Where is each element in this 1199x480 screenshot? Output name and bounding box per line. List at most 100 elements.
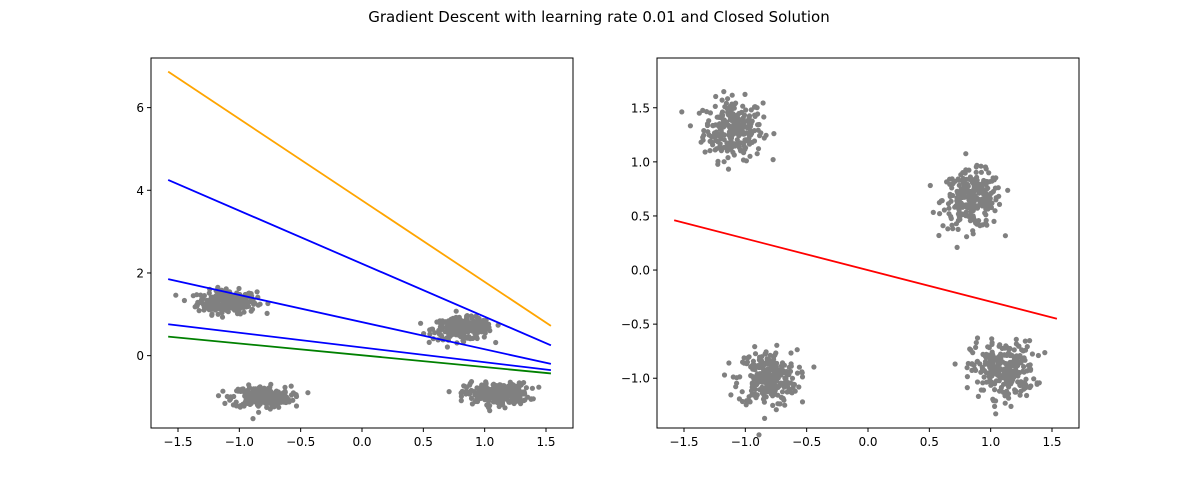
scatter-point xyxy=(729,92,735,98)
scatter-point xyxy=(440,320,446,326)
scatter-point xyxy=(783,377,789,383)
scatter-point xyxy=(767,388,773,394)
scatter-point xyxy=(973,169,979,175)
scatter-point xyxy=(730,141,737,147)
scatter-point xyxy=(514,391,520,397)
scatter-point xyxy=(731,105,737,111)
scatter-point xyxy=(256,398,262,404)
figure-suptitle: Gradient Descent with learning rate 0.01… xyxy=(368,8,829,26)
y-tick-label: 4 xyxy=(136,184,144,198)
left-chart-panel: −1.5 −1.0 −0.5 0.0 0.5 1.0 1.5 0 2 4 6 xyxy=(136,57,574,449)
scatter-point xyxy=(201,293,207,299)
scatter-point xyxy=(1020,368,1026,374)
scatter-point xyxy=(779,360,786,366)
scatter-point xyxy=(721,89,727,95)
scatter-point xyxy=(739,109,745,115)
scatter-point xyxy=(775,384,781,390)
scatter-point xyxy=(996,361,1002,367)
scatter-point xyxy=(972,195,978,201)
left-fit-line-3 xyxy=(168,323,552,372)
scatter-point xyxy=(950,226,956,232)
scatter-point xyxy=(1042,350,1048,356)
scatter-point xyxy=(960,175,966,182)
scatter-point xyxy=(958,172,964,178)
y-tick-label: 1.5 xyxy=(631,101,650,115)
scatter-point xyxy=(1002,233,1009,239)
scatter-point xyxy=(752,351,759,357)
scatter-point xyxy=(444,344,450,350)
scatter-point xyxy=(1018,388,1024,394)
scatter-point xyxy=(761,392,767,398)
scatter-point xyxy=(773,407,779,413)
scatter-point xyxy=(799,370,805,376)
scatter-point xyxy=(937,211,943,217)
scatter-point xyxy=(723,100,730,106)
scatter-point xyxy=(483,381,489,387)
scatter-point xyxy=(762,385,768,391)
left-cluster-1 xyxy=(418,308,501,350)
x-tick-label: 1.0 xyxy=(981,435,1000,449)
scatter-point xyxy=(687,123,694,129)
scatter-point xyxy=(472,392,478,398)
scatter-point xyxy=(996,388,1003,394)
scatter-point xyxy=(463,388,469,394)
x-tick-label: 1.5 xyxy=(1042,435,1061,449)
scatter-point xyxy=(518,382,524,388)
scatter-point xyxy=(996,354,1002,360)
scatter-point xyxy=(529,385,536,391)
scatter-point xyxy=(788,361,794,367)
scatter-point xyxy=(714,146,720,152)
scatter-point xyxy=(760,100,766,106)
scatter-point xyxy=(748,373,754,379)
scatter-point xyxy=(740,103,746,109)
scatter-point xyxy=(712,103,718,109)
scatter-point xyxy=(1024,392,1030,399)
scatter-point xyxy=(426,339,432,345)
scatter-point xyxy=(955,176,961,182)
scatter-point xyxy=(522,397,528,403)
scatter-point xyxy=(1007,352,1014,359)
scatter-point xyxy=(471,318,477,324)
scatter-point xyxy=(701,132,707,138)
scatter-point xyxy=(731,152,737,158)
scatter-point xyxy=(758,360,764,366)
scatter-point xyxy=(746,116,752,122)
scatter-point xyxy=(989,341,995,347)
y-tick-label: 0 xyxy=(136,349,144,363)
scatter-point xyxy=(486,324,492,331)
scatter-point xyxy=(1012,389,1018,395)
scatter-point xyxy=(227,397,233,403)
scatter-point xyxy=(946,211,952,217)
scatter-point xyxy=(965,360,971,367)
scatter-point xyxy=(746,354,752,360)
scatter-point xyxy=(727,113,733,119)
scatter-point xyxy=(989,336,995,342)
scatter-point xyxy=(500,402,506,408)
scatter-point xyxy=(520,391,526,397)
scatter-point xyxy=(261,399,267,405)
scatter-point xyxy=(762,361,768,367)
scatter-point xyxy=(679,109,685,115)
scatter-point xyxy=(990,360,996,366)
scatter-point xyxy=(784,381,790,387)
scatter-point xyxy=(755,146,762,152)
scatter-point xyxy=(481,386,487,393)
scatter-point xyxy=(741,150,747,156)
scatter-point xyxy=(237,404,243,410)
scatter-point xyxy=(963,151,969,157)
scatter-point xyxy=(775,401,781,407)
scatter-point xyxy=(763,349,769,355)
scatter-point xyxy=(190,293,196,299)
scatter-point xyxy=(739,118,746,124)
scatter-point xyxy=(1027,362,1033,368)
scatter-point xyxy=(992,403,998,409)
scatter-point xyxy=(948,215,954,222)
scatter-point xyxy=(974,379,981,385)
scatter-point xyxy=(719,115,725,121)
scatter-point xyxy=(198,297,205,303)
scatter-point xyxy=(983,166,989,172)
scatter-point xyxy=(206,290,212,296)
scatter-point xyxy=(794,370,801,376)
scatter-point xyxy=(702,149,708,155)
scatter-point xyxy=(740,131,747,137)
